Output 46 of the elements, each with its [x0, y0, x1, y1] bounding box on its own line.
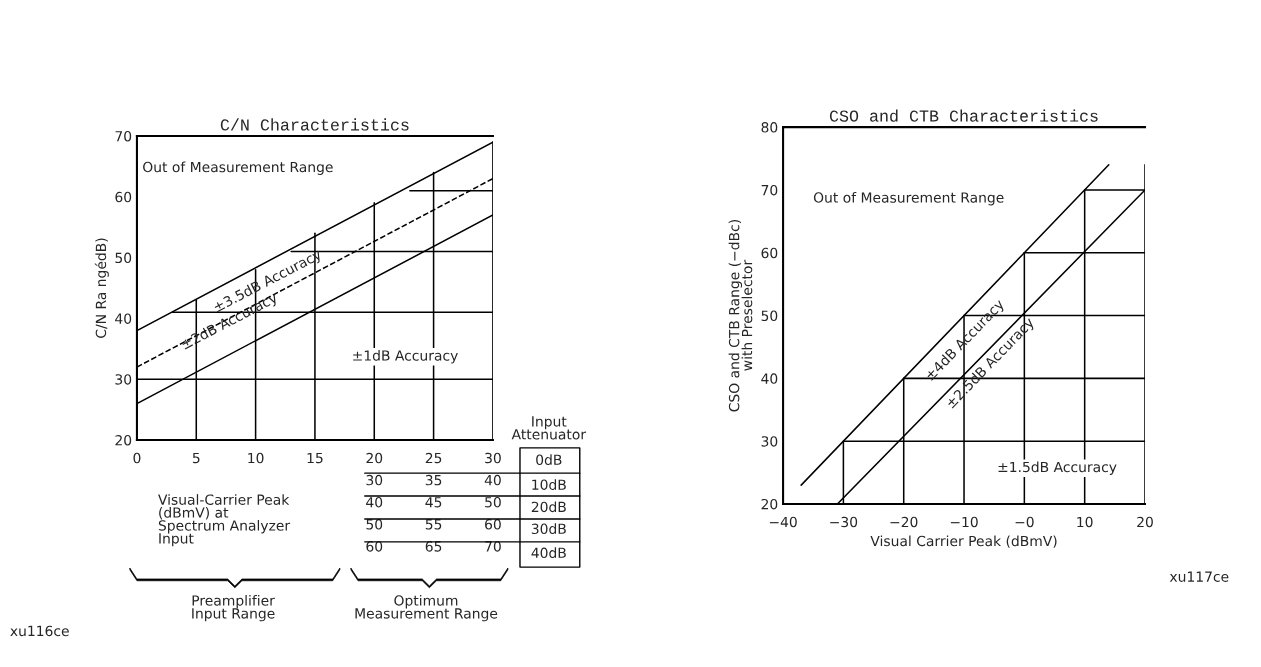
annotation: Out of Measurement Range: [143, 161, 333, 175]
text: Optimum Measurement Range: [355, 594, 498, 622]
y-tick-label: 30: [115, 374, 132, 385]
annotation: ±1.5dB Accuracy: [998, 461, 1117, 475]
x-tick-label: 5: [192, 452, 200, 464]
y-tick-label: 40: [115, 313, 132, 324]
y-tick-label: 60: [115, 191, 132, 203]
y-tick-label: 70: [761, 184, 778, 196]
chart-title: CSO and CTB Characteristics: [829, 109, 1098, 122]
x-tick-label: 25 35 45 55 65: [425, 452, 442, 552]
y-tick-label: 50: [761, 310, 778, 322]
y-tick-label: 70: [115, 130, 132, 142]
x-axis-title: Visual-Carrier Peak (dBmV) at Spectrum Analyzer Input: [158, 494, 291, 547]
x-tick-label: 15: [307, 452, 323, 464]
x-tick-label: −30: [830, 516, 858, 528]
y-tick-label: 30: [761, 436, 778, 447]
x-tick-label: 30 40 50 60 70: [484, 452, 501, 552]
y-axis-title: C/N Ra ngédB): [94, 238, 109, 338]
y-tick-label: 50: [115, 252, 132, 264]
x-tick-label: 20: [1137, 516, 1153, 528]
x-tick-label: −10: [950, 516, 978, 528]
text: Preamplifier Input Range: [192, 594, 275, 622]
x-tick-label: 20 30 40 50 60: [366, 452, 383, 552]
text: 30dB: [531, 523, 566, 535]
x-tick-label: −20: [890, 516, 918, 528]
text: xu116ce: [10, 625, 69, 637]
y-axis-title: CSO and CTB Range (−dBc) with Preselector: [728, 220, 753, 412]
x-tick-label: −0: [1015, 516, 1034, 528]
annotation: ±1dB Accuracy: [353, 350, 458, 364]
text: 40dB: [531, 547, 566, 559]
annotation: Out of Measurement Range: [813, 192, 1004, 206]
y-tick-label: 60: [761, 247, 778, 259]
chart-title: C/N Characteristics: [220, 118, 409, 131]
text: xu117ce: [1169, 571, 1229, 582]
y-tick-label: 80: [761, 122, 778, 133]
x-tick-label: −40: [769, 516, 797, 528]
x-tick-label: 0: [133, 452, 141, 464]
text: Input Attenuator: [511, 416, 587, 440]
text: 20dB: [531, 501, 566, 513]
x-tick-label: 10: [1077, 516, 1093, 528]
x-tick-label: 10: [248, 452, 264, 464]
x-axis-title: Visual Carrier Peak (dBmV): [870, 535, 1057, 548]
text: 10dB: [532, 479, 566, 490]
y-tick-label: 20: [115, 434, 132, 446]
y-tick-label: 40: [761, 373, 778, 384]
text: 0dB: [536, 454, 562, 466]
